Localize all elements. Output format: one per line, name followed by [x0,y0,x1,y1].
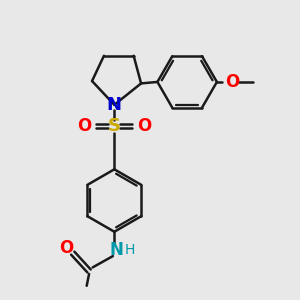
Text: N: N [110,241,124,259]
Text: O: O [226,73,240,91]
Text: O: O [137,117,151,135]
Text: S: S [108,117,121,135]
Text: N: N [107,96,122,114]
Text: O: O [77,117,92,135]
Text: H: H [124,243,135,256]
Text: O: O [59,239,73,257]
